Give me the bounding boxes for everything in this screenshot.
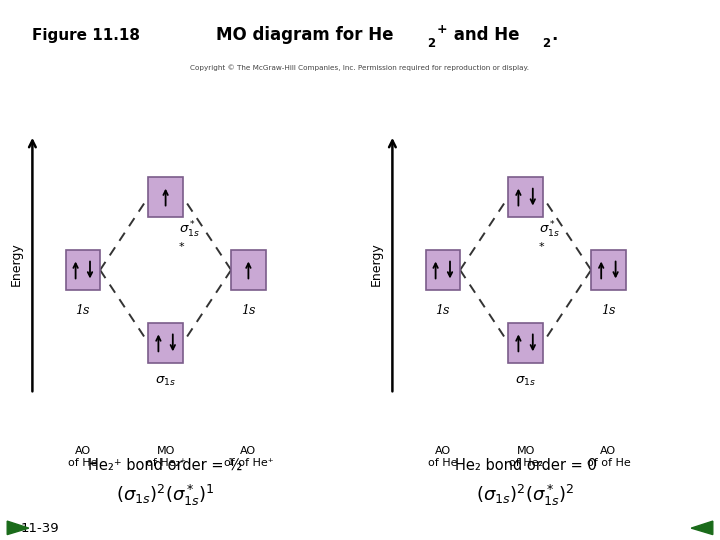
Text: $\sigma_{1s}$: $\sigma_{1s}$	[155, 375, 176, 388]
Text: AO
of He: AO of He	[68, 446, 97, 468]
Bar	[148, 322, 183, 363]
Text: MO
of He₂⁺: MO of He₂⁺	[145, 446, 186, 468]
Text: .: .	[551, 26, 557, 44]
Text: $\sigma^*_{1s}$: $\sigma^*_{1s}$	[179, 220, 199, 240]
Text: AO
of of He: AO of of He	[587, 446, 630, 468]
Text: He₂ bond order = 0: He₂ bond order = 0	[455, 458, 596, 473]
Text: MO diagram for He: MO diagram for He	[216, 26, 394, 44]
Polygon shape	[7, 521, 29, 535]
Text: *: *	[179, 241, 184, 252]
Text: *: *	[539, 241, 544, 252]
Bar	[148, 177, 183, 217]
Text: AO
of He: AO of He	[428, 446, 457, 468]
Text: $\sigma^*_{1s}$: $\sigma^*_{1s}$	[539, 220, 559, 240]
Text: 1s: 1s	[436, 303, 450, 317]
Text: Energy: Energy	[369, 242, 382, 287]
Text: AO
of of He⁺: AO of of He⁺	[224, 446, 273, 468]
Text: Figure 11.18: Figure 11.18	[32, 28, 140, 43]
Text: $(\sigma_{1s})^2(\sigma^*_{1s})^2$: $(\sigma_{1s})^2(\sigma^*_{1s})^2$	[476, 483, 575, 508]
Text: He₂⁺ bond order = ½: He₂⁺ bond order = ½	[89, 458, 243, 473]
Text: 1s: 1s	[76, 303, 90, 317]
Text: MO
of He₂: MO of He₂	[508, 446, 543, 468]
Bar	[591, 249, 626, 291]
Polygon shape	[691, 521, 713, 535]
Text: and He: and He	[448, 26, 519, 44]
Text: Energy: Energy	[9, 242, 22, 287]
Text: 11-39: 11-39	[20, 522, 59, 535]
Text: 2: 2	[542, 37, 550, 50]
Text: 1s: 1s	[241, 303, 256, 317]
Bar	[508, 177, 543, 217]
Text: 2: 2	[427, 37, 435, 50]
Text: $\sigma_{1s}$: $\sigma_{1s}$	[515, 375, 536, 388]
Text: +: +	[437, 23, 448, 36]
Text: $(\sigma_{1s})^2(\sigma^*_{1s})^1$: $(\sigma_{1s})^2(\sigma^*_{1s})^1$	[116, 483, 215, 508]
Bar	[66, 249, 100, 291]
Text: 1s: 1s	[601, 303, 616, 317]
Bar	[231, 249, 266, 291]
Bar	[508, 322, 543, 363]
Text: Copyright © The McGraw-Hill Companies, Inc. Permission required for reproduction: Copyright © The McGraw-Hill Companies, I…	[191, 64, 529, 71]
Bar	[426, 249, 460, 291]
